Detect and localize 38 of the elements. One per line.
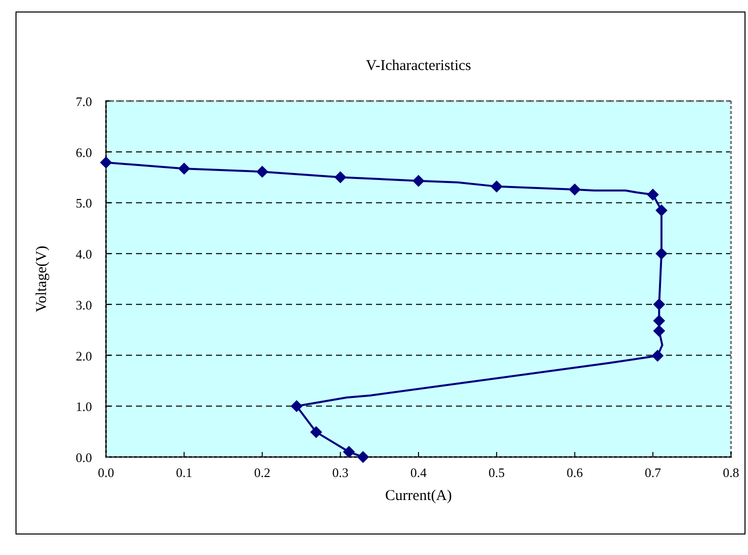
point [290,400,303,412]
x-tick-label: 0.8 [722,465,740,480]
point [653,298,666,310]
x-axis-title: Current(A) [385,488,452,504]
y-tick-label: 2.0 [76,348,92,364]
x-tick-label: 0.4 [410,465,428,480]
point [178,162,190,175]
x-tick-label: 0.7 [644,465,662,480]
y-tick-label: 4.0 [76,246,92,262]
point [490,180,503,192]
point [357,451,370,463]
point [256,166,268,178]
chart-title: V-Icharacteristics [366,58,472,74]
y-tick-label: 6.0 [76,144,92,160]
point [652,350,664,362]
point [310,426,322,438]
point [646,188,659,201]
point [100,156,112,169]
point [334,171,346,184]
y-tick-label: 3.0 [76,297,92,312]
y-axis-title: Voltage(V) [34,246,50,312]
x-tick-label: 0.5 [488,465,505,480]
y-tick-label: 5.0 [76,196,92,211]
x-tick-label: 0.0 [98,465,114,480]
point [655,204,668,216]
point [653,314,666,327]
point [412,174,424,187]
point [655,248,668,260]
x-tick-label: 0.1 [176,465,192,480]
point [342,446,355,458]
point [568,183,581,196]
x-tick-label: 0.2 [254,465,270,480]
y-tick-label: 7.0 [76,94,92,109]
x-tick-label: 0.6 [566,465,584,480]
y-tick-label: 1.0 [76,399,92,414]
point [653,324,666,337]
y-tick-label: 0.0 [76,450,92,465]
x-tick-label: 0.3 [332,465,348,480]
